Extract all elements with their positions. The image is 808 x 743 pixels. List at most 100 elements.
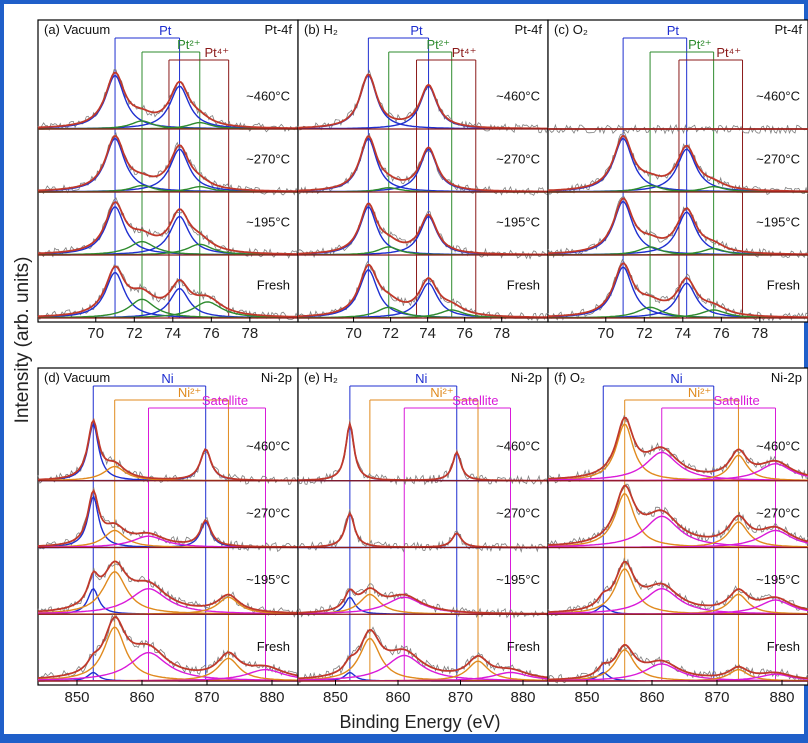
fit-envelope <box>38 265 298 318</box>
x-tick-label: 72 <box>382 325 399 342</box>
x-tick-label: 78 <box>242 325 259 342</box>
condition-label: Fresh <box>507 639 540 654</box>
x-tick-label: 74 <box>674 325 691 342</box>
condition-label: Fresh <box>507 278 540 293</box>
component-peak <box>38 652 299 682</box>
reference-label: Satellite <box>714 393 760 408</box>
fit-envelope <box>547 560 808 613</box>
x-tick-label: 870 <box>194 689 219 706</box>
condition-label: Fresh <box>257 278 290 293</box>
x-tick-label: 860 <box>385 689 410 706</box>
x-tick-label: 870 <box>704 689 729 706</box>
fit-envelope <box>38 418 298 482</box>
condition-label: ~270°C <box>246 152 290 167</box>
x-tick-label: 860 <box>129 689 154 706</box>
fit-envelope <box>297 263 548 319</box>
reference-label: Satellite <box>452 393 498 408</box>
x-tick-label: 70 <box>597 325 614 342</box>
x-tick-label: 70 <box>345 325 362 342</box>
fit-envelope <box>548 643 808 681</box>
panel-6: Ni Ni²⁺Satellite ~460°C ~270°C ~195°C Fresh (f… <box>547 367 808 706</box>
reference-label: Pt²⁺ <box>177 37 200 52</box>
region-label: Ni-2p <box>511 370 542 385</box>
component-peak <box>38 588 298 615</box>
reference-label: Pt²⁺ <box>426 37 449 52</box>
x-axis-label: Binding Energy (eV) <box>339 712 500 732</box>
fit-envelope <box>298 73 548 130</box>
fit-envelope <box>37 560 298 614</box>
raw-spectrum <box>37 131 299 196</box>
fit-envelope <box>37 71 298 130</box>
reference-label: Ni²⁺ <box>430 385 453 400</box>
condition-label: ~195°C <box>496 215 540 230</box>
reference-label: Pt <box>667 23 680 38</box>
condition-label: ~195°C <box>756 215 800 230</box>
fit-envelope <box>298 202 548 256</box>
panel-title: (c) O₂ <box>554 22 588 37</box>
x-tick-label: 70 <box>87 325 104 342</box>
x-tick-label: 72 <box>636 325 653 342</box>
panel-title: (b) H₂ <box>304 22 338 37</box>
panel-title: (a) Vacuum <box>44 22 110 37</box>
condition-label: Fresh <box>767 639 800 654</box>
fit-envelope <box>547 135 808 193</box>
x-tick-label: 76 <box>203 325 220 342</box>
condition-label: ~270°C <box>246 505 290 520</box>
fit-envelope <box>37 201 299 255</box>
fit-envelope <box>547 262 808 319</box>
region-label: Pt-4f <box>515 22 543 37</box>
component-peak <box>548 515 808 548</box>
condition-label: ~460°C <box>246 439 290 454</box>
x-tick-label: 74 <box>419 325 436 342</box>
reference-label: Pt⁴⁺ <box>452 45 477 60</box>
reference-label: Ni <box>415 371 427 386</box>
panel-border <box>297 367 549 686</box>
condition-label: Fresh <box>257 639 290 654</box>
panel-1: Pt Pt²⁺ Pt⁴⁺ ~460°C ~270°C ~195°C Fresh (a) Vac… <box>37 19 299 342</box>
x-tick-label: 76 <box>713 325 730 342</box>
condition-label: Fresh <box>767 278 800 293</box>
x-tick-label: 78 <box>493 325 510 342</box>
condition-label: ~270°C <box>756 152 800 167</box>
reference-label: Pt²⁺ <box>688 37 711 52</box>
y-axis-label: Intensity (arb. units) <box>12 257 33 424</box>
x-tick-label: 78 <box>752 325 769 342</box>
panel-border <box>297 19 549 323</box>
reference-label: Ni <box>161 371 173 386</box>
component-peak <box>548 587 808 615</box>
condition-label: ~460°C <box>246 89 290 104</box>
reference-label: Ni²⁺ <box>178 385 201 400</box>
x-tick-label: 850 <box>64 689 89 706</box>
fit-envelope <box>547 197 808 256</box>
x-tick-label: 860 <box>639 689 664 706</box>
panel-title: (f) O₂ <box>554 370 585 385</box>
x-tick-label: 850 <box>574 689 599 706</box>
component-peak <box>548 663 808 682</box>
x-tick-label: 74 <box>164 325 181 342</box>
reference-label: Pt⁴⁺ <box>716 45 741 60</box>
panel-3: Pt Pt²⁺ Pt⁴⁺ ~460°C ~270°C ~195°C Fresh (c) O₂ P… <box>547 19 808 342</box>
reference-label: Ni <box>670 371 682 386</box>
fit-envelope <box>37 616 299 679</box>
condition-label: ~270°C <box>756 505 800 520</box>
fit-envelope <box>547 484 808 546</box>
x-tick-label: 880 <box>769 689 794 706</box>
condition-label: ~270°C <box>496 505 540 520</box>
condition-label: ~460°C <box>756 89 800 104</box>
reference-label: Pt <box>159 23 172 38</box>
panel-border <box>37 367 299 686</box>
x-tick-label: 72 <box>126 325 143 342</box>
fit-envelope <box>547 416 808 480</box>
condition-label: ~195°C <box>246 215 290 230</box>
fit-envelope <box>298 587 549 615</box>
panel-title: (e) H₂ <box>304 370 338 385</box>
panel-4: Ni Ni²⁺Satellite ~460°C ~270°C ~195°C Fresh (d… <box>37 367 299 706</box>
region-label: Ni-2p <box>771 370 802 385</box>
fit-envelope <box>37 135 298 193</box>
x-tick-label: 880 <box>510 689 535 706</box>
reference-label: Pt <box>410 23 423 38</box>
fit-envelope <box>297 629 549 680</box>
